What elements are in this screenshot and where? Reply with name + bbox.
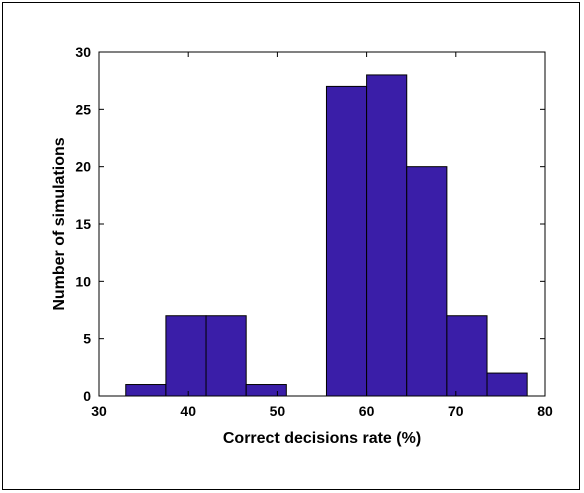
histogram-bar	[366, 74, 408, 397]
histogram-bar	[446, 315, 488, 397]
x-axis-label: Correct decisions rate (%)	[223, 430, 421, 447]
histogram-bar	[486, 372, 528, 397]
y-tick-label: 30	[75, 44, 91, 60]
y-tick-label: 25	[75, 101, 91, 117]
histogram-bar	[406, 166, 448, 397]
histogram-bar	[205, 315, 247, 397]
bars-group	[125, 74, 528, 397]
x-tick-label: 80	[537, 403, 553, 419]
figure-frame	[2, 2, 580, 490]
histogram-bar	[325, 85, 368, 397]
y-tick-label: 0	[83, 388, 91, 404]
y-tick-label: 10	[75, 273, 91, 289]
x-tick-label: 60	[359, 403, 375, 419]
y-tick-label: 15	[75, 216, 91, 232]
x-tick-label: 50	[270, 403, 286, 419]
y-axis-label: Number of simulations	[51, 137, 68, 310]
y-tick-label: 20	[75, 159, 91, 175]
y-tick-label: 5	[83, 331, 91, 347]
histogram-bar	[245, 384, 287, 397]
histogram-bar	[125, 384, 167, 397]
histogram-bar	[165, 315, 207, 397]
ticks-group: 30 40 50 60 70 80 0 5 10 15 20 25 30	[75, 44, 553, 419]
x-tick-label: 30	[91, 403, 107, 419]
x-tick-label: 70	[448, 403, 464, 419]
x-tick-label: 40	[180, 403, 196, 419]
